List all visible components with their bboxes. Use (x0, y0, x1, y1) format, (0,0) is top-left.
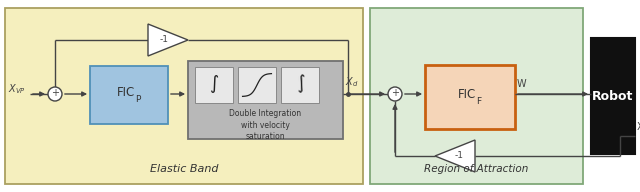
Text: FIC: FIC (117, 87, 135, 99)
Bar (591, 38, 635, 154)
Circle shape (388, 87, 402, 101)
Text: Region of Attraction: Region of Attraction (424, 164, 529, 174)
Text: Elastic Band: Elastic Band (150, 164, 218, 174)
Text: W: W (517, 79, 527, 89)
Text: $X_{VP}$: $X_{VP}$ (8, 82, 26, 96)
Text: X: X (637, 122, 640, 132)
Text: P: P (135, 94, 141, 103)
Text: $\int$: $\int$ (295, 73, 307, 95)
Bar (195, 67, 233, 103)
Text: -1: -1 (454, 151, 463, 160)
Text: $X_d$: $X_d$ (345, 75, 358, 89)
Text: FIC: FIC (458, 89, 476, 102)
Bar (238, 67, 276, 103)
Bar (425, 65, 515, 129)
Bar (370, 8, 583, 184)
Bar (90, 66, 168, 124)
Bar (5, 8, 363, 184)
Bar (188, 61, 343, 139)
Bar (281, 67, 319, 103)
Text: Robot: Robot (592, 89, 634, 103)
Text: Double Integration
with velocity
saturation: Double Integration with velocity saturat… (229, 109, 301, 141)
Circle shape (48, 87, 62, 101)
Polygon shape (435, 140, 475, 172)
Text: -1: -1 (159, 35, 168, 44)
Polygon shape (148, 24, 188, 56)
Text: +: + (391, 89, 399, 98)
Text: +: + (51, 89, 59, 98)
Text: F: F (476, 97, 481, 105)
Text: $\int$: $\int$ (209, 73, 219, 95)
